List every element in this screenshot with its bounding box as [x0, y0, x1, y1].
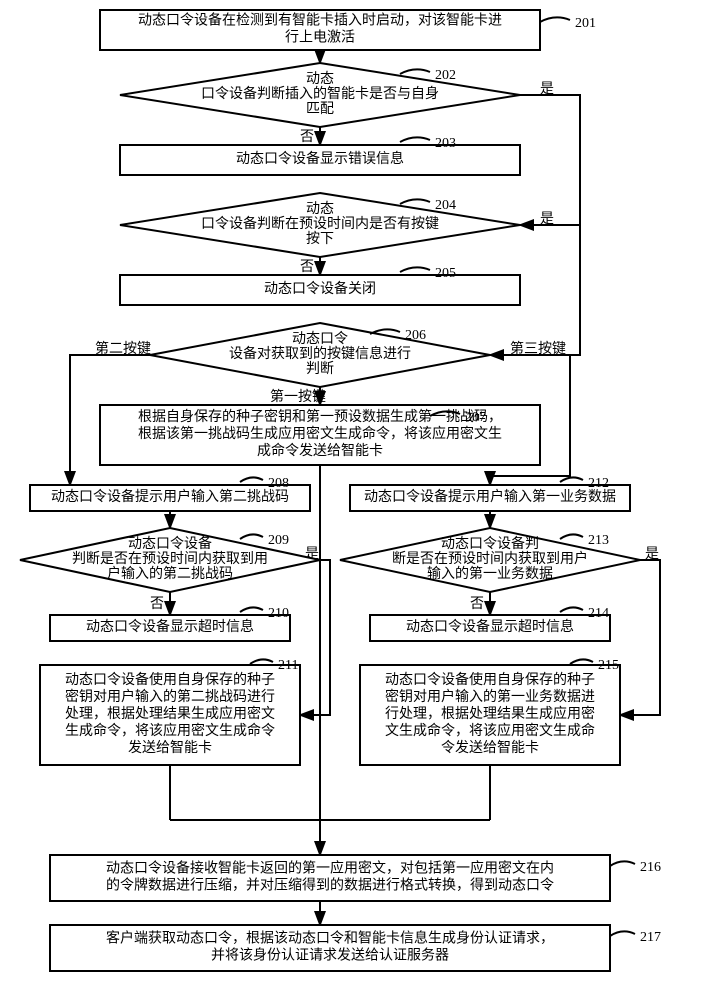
node-text-204: 口令设备判断在预设时间内是否有按键 — [201, 215, 439, 232]
ref-number-212: 212 — [588, 476, 609, 491]
ref-leader-208 — [240, 477, 263, 482]
ref-leader-210 — [240, 607, 263, 612]
edge-label: 是 — [540, 212, 554, 227]
ref-leader-214 — [560, 607, 583, 612]
edge-label: 是 — [540, 82, 554, 97]
flow-edge — [620, 560, 660, 715]
node-text-201: 动态口令设备在检测到有智能卡插入时启动，对该智能卡进 — [138, 12, 502, 29]
node-text-211: 处理，根据处理结果生成应用密文 — [65, 705, 275, 722]
ref-number-215: 215 — [598, 658, 619, 673]
node-text-215: 文生成命令，将该应用密文生成命 — [385, 722, 595, 739]
node-text-206: 设备对获取到的按键信息进行 — [229, 345, 411, 362]
ref-leader-203 — [400, 137, 430, 142]
node-text-202: 口令设备判断插入的智能卡是否与自身 — [201, 85, 439, 102]
node-text-209: 判断是否在预设时间内获取到用 — [72, 551, 268, 567]
ref-number-205: 205 — [435, 266, 456, 281]
ref-leader-204 — [400, 199, 430, 204]
node-text-211: 发送给智能卡 — [128, 740, 212, 756]
node-text-207: 根据该第一挑战码生成应用密文生成命令，将该应用密文生 — [138, 425, 502, 442]
node-text-204: 动态 — [306, 201, 334, 217]
edge-label: 第三按键 — [510, 340, 566, 357]
node-text-213: 动态口令设备判 — [441, 535, 539, 552]
ref-leader-213 — [560, 534, 583, 539]
node-text-208: 动态口令设备提示用户输入第二挑战码 — [51, 488, 289, 505]
node-text-206: 判断 — [306, 361, 334, 377]
node-text-202: 匹配 — [306, 102, 334, 117]
node-text-213: 断是否在预设时间内获取到用户 — [392, 550, 588, 567]
flowchart-canvas: 否是否是第一按键第二按键第三按键否是否是动态口令设备在检测到有智能卡插入时启动，… — [0, 0, 703, 1000]
ref-leader-217 — [610, 931, 635, 936]
edge-label: 否 — [300, 260, 314, 275]
ref-number-206: 206 — [405, 328, 426, 343]
node-text-207: 成命令发送给智能卡 — [257, 442, 383, 459]
node-text-210: 动态口令设备显示超时信息 — [86, 618, 254, 635]
node-text-211: 密钥对用户输入的第二挑战码进行 — [65, 688, 275, 705]
ref-leader-212 — [560, 477, 583, 482]
ref-number-203: 203 — [435, 136, 456, 151]
edge-label: 否 — [300, 130, 314, 145]
node-text-216: 的令牌数据进行压缩，并对压缩得到的数据进行格式转换，得到动态口令 — [106, 877, 554, 894]
ref-leader-201 — [540, 17, 570, 22]
ref-leader-215 — [570, 659, 593, 664]
node-text-203: 动态口令设备显示错误信息 — [236, 150, 404, 167]
ref-number-209: 209 — [268, 533, 289, 548]
node-text-215: 行处理，根据处理结果生成应用密 — [385, 705, 595, 722]
edge-label: 否 — [470, 597, 484, 612]
ref-number-208: 208 — [268, 476, 289, 491]
ref-number-202: 202 — [435, 68, 456, 83]
ref-number-204: 204 — [435, 198, 456, 213]
node-text-217: 并将该身份认证请求发送给认证服务器 — [211, 948, 449, 964]
ref-number-211: 211 — [278, 658, 298, 673]
node-text-217: 客户端获取动态口令，根据该动态口令和智能卡信息生成身份认证请求， — [106, 930, 554, 947]
node-text-209: 动态口令设备 — [128, 535, 212, 552]
node-text-201: 行上电激活 — [285, 29, 355, 46]
edge-label: 第一按键 — [270, 388, 326, 405]
node-text-202: 动态 — [306, 71, 334, 87]
node-text-211: 生成命令，将该应用密文生成命令 — [65, 722, 275, 739]
ref-number-214: 214 — [588, 606, 609, 621]
edge-label: 是 — [645, 547, 659, 562]
node-text-213: 输入的第一业务数据 — [427, 565, 553, 582]
node-text-205: 动态口令设备关闭 — [264, 280, 376, 297]
node-text-211: 动态口令设备使用自身保存的种子 — [65, 671, 275, 688]
ref-number-213: 213 — [588, 533, 609, 548]
ref-number-201: 201 — [575, 16, 596, 31]
node-text-204: 按下 — [306, 231, 334, 247]
ref-leader-205 — [400, 267, 430, 272]
ref-leader-209 — [240, 534, 263, 539]
node-text-212: 动态口令设备提示用户输入第一业务数据 — [364, 488, 616, 505]
node-text-206: 动态口令 — [292, 331, 348, 347]
ref-number-210: 210 — [268, 606, 289, 621]
flow-edge — [520, 95, 580, 225]
node-text-215: 动态口令设备使用自身保存的种子 — [385, 671, 595, 688]
ref-number-216: 216 — [640, 860, 661, 875]
ref-leader-211 — [250, 659, 273, 664]
node-text-215: 密钥对用户输入的第一业务数据进 — [385, 688, 595, 705]
ref-number-217: 217 — [640, 930, 661, 945]
node-text-216: 动态口令设备接收智能卡返回的第一应用密文，对包括第一应用密文在内 — [106, 860, 554, 877]
edge-label: 否 — [150, 597, 164, 612]
node-text-214: 动态口令设备显示超时信息 — [406, 618, 574, 635]
flow-edge — [300, 560, 330, 715]
ref-number-207: 207 — [465, 410, 486, 425]
ref-leader-216 — [610, 861, 635, 866]
node-text-209: 户输入的第二挑战码 — [107, 565, 233, 582]
node-text-215: 令发送给智能卡 — [441, 740, 539, 756]
edge-label: 第二按键 — [95, 340, 151, 357]
ref-leader-202 — [400, 69, 430, 74]
